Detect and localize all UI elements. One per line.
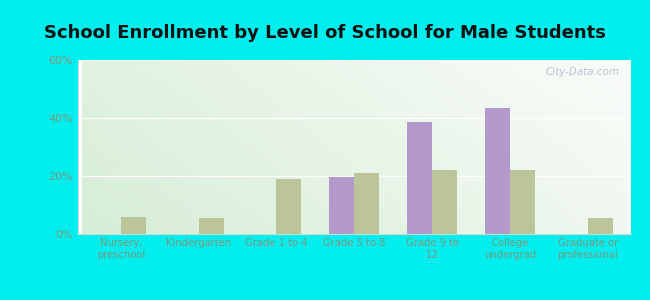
Text: City-Data.com: City-Data.com bbox=[545, 67, 619, 77]
Bar bbox=[485, 108, 510, 234]
Bar bbox=[354, 173, 379, 234]
Bar bbox=[121, 217, 146, 234]
Bar bbox=[276, 179, 302, 234]
Bar bbox=[510, 170, 535, 234]
Bar bbox=[588, 218, 612, 234]
Text: School Enrollment by Level of School for Male Students: School Enrollment by Level of School for… bbox=[44, 24, 606, 42]
Bar bbox=[407, 122, 432, 234]
Bar bbox=[330, 178, 354, 234]
Bar bbox=[432, 170, 457, 234]
Bar bbox=[199, 218, 224, 234]
